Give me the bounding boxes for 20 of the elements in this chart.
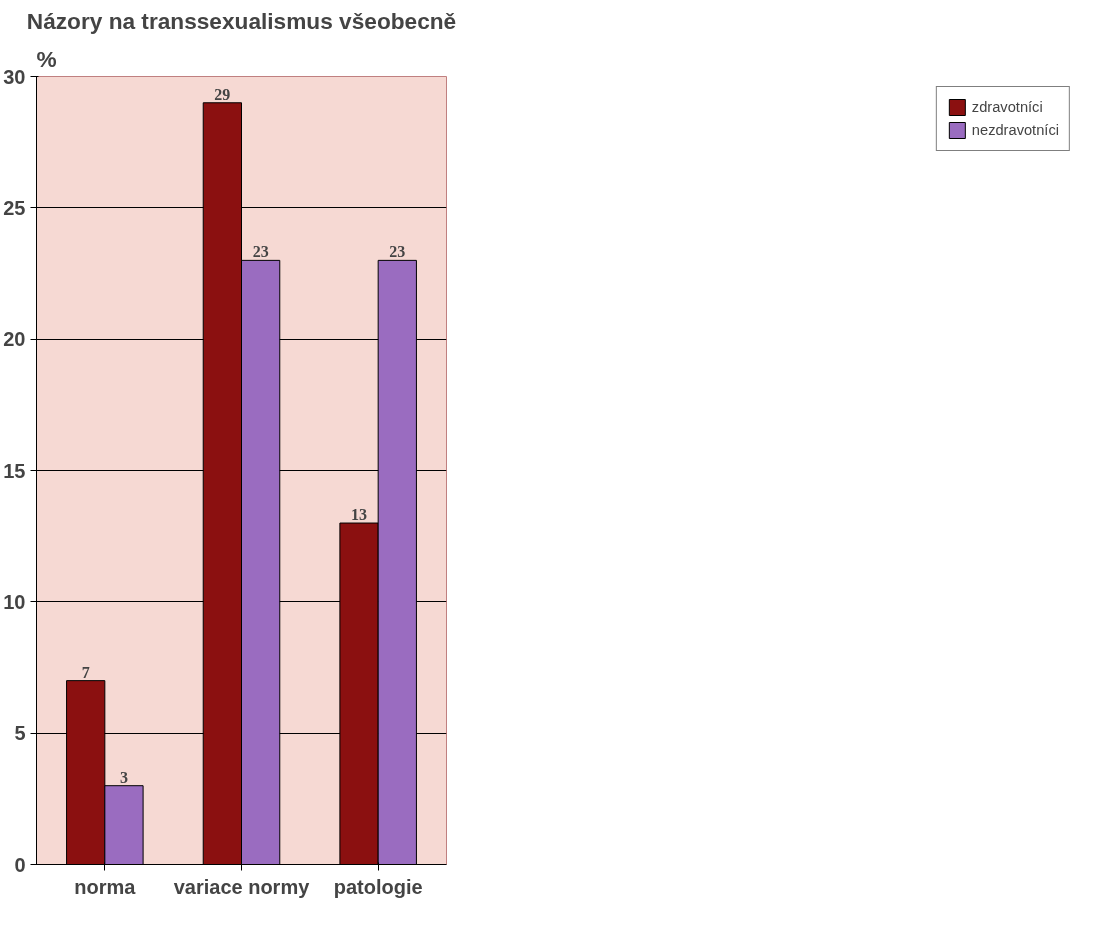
- data-label: 23: [252, 243, 269, 261]
- x-tick-label: variace normy: [173, 875, 311, 898]
- y-tick-label: 0: [14, 853, 26, 876]
- y-tick-label: 15: [3, 459, 26, 482]
- chart-title: Názory na transsexualismus všeobecně: [26, 7, 457, 34]
- y-tick-label: 30: [3, 65, 26, 88]
- data-label: 13: [351, 506, 368, 524]
- data-label: 23: [389, 243, 406, 261]
- y-tick-label: 10: [3, 590, 26, 613]
- legend-label: nezdravotníci: [971, 122, 1059, 138]
- x-tick-label: patologie: [333, 875, 423, 898]
- data-label: 29: [214, 85, 231, 103]
- data-label: 7: [81, 663, 90, 681]
- y-tick-label: 5: [14, 722, 26, 745]
- y-axis-title: %: [36, 45, 57, 72]
- legend-label: zdravotníci: [971, 99, 1043, 115]
- y-tick-label: 25: [3, 196, 26, 219]
- y-tick-label: 20: [3, 328, 26, 351]
- x-tick-label: norma: [74, 875, 137, 898]
- data-label: 3: [119, 768, 128, 786]
